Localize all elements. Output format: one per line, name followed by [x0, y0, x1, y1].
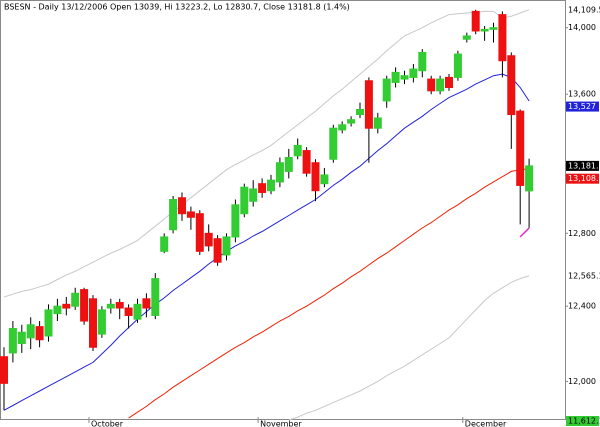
y-tick-label: 14,000 — [568, 23, 596, 32]
candle-body — [498, 14, 507, 62]
candle-body — [17, 331, 26, 345]
x-tick-label: October — [91, 420, 124, 427]
candle-body — [89, 298, 97, 348]
candle-body — [409, 68, 418, 78]
plot-frame — [0, 0, 566, 420]
candle-body — [106, 303, 115, 309]
candle-body — [525, 165, 534, 192]
candle-body — [249, 188, 258, 202]
value-box — [566, 4, 599, 15]
candle-body — [258, 183, 267, 193]
candle-body — [275, 162, 284, 183]
indicator-line — [519, 227, 530, 238]
candle-body — [400, 75, 409, 80]
indicator-line — [288, 275, 530, 421]
candle-body — [231, 204, 240, 238]
candle-body — [160, 236, 169, 252]
candle-body — [124, 307, 133, 316]
candle-body — [418, 51, 427, 72]
indicator-line — [3, 9, 530, 298]
candle-body — [195, 213, 204, 252]
candle-body — [293, 144, 302, 157]
candle-body — [240, 186, 249, 215]
candle-body — [507, 55, 516, 116]
value-box-label: 13,527 — [568, 102, 596, 111]
value-box-label: 11,612.1 — [568, 417, 600, 426]
value-box-label: 14,109.5 — [568, 5, 600, 14]
candle-body — [8, 328, 17, 354]
candle-body — [169, 199, 178, 231]
candle-body — [133, 303, 142, 320]
indicator-line — [128, 168, 530, 419]
candle-body — [62, 303, 71, 309]
x-tick-label: November — [260, 420, 302, 427]
value-box — [566, 270, 599, 281]
candle-body — [311, 162, 320, 192]
candle-body — [329, 127, 338, 160]
candle-body — [302, 150, 311, 174]
candle-body — [284, 157, 293, 172]
x-tick-label: December — [465, 420, 507, 427]
candle-body — [53, 305, 62, 315]
y-tick-label: 12,800 — [568, 229, 596, 238]
candle-body — [382, 78, 391, 102]
indicator-line — [3, 73, 530, 411]
candle-body — [373, 117, 382, 129]
candle-body — [44, 309, 53, 337]
value-box-label: 13,181.8 — [568, 161, 600, 170]
candle-body — [453, 53, 462, 78]
candle-body — [186, 211, 195, 218]
candle-body — [222, 236, 231, 256]
value-box — [566, 101, 599, 112]
candle-body — [489, 27, 498, 30]
candle-body — [356, 108, 364, 116]
candle-body — [391, 71, 400, 83]
candle-body — [35, 326, 44, 341]
y-tick-label: 12,400 — [568, 302, 596, 311]
candle-body — [347, 119, 356, 124]
candle-body — [436, 78, 445, 92]
value-box-label: 12,565.1 — [568, 271, 600, 280]
candle-body — [338, 124, 347, 131]
value-box — [566, 416, 599, 426]
candle-body — [178, 197, 186, 215]
value-box-label: 13,108.5 — [568, 174, 600, 183]
candle-body — [480, 28, 489, 32]
candle-body — [267, 179, 275, 192]
candle-body — [204, 232, 213, 247]
candle-body — [0, 356, 8, 384]
candle-body — [26, 324, 35, 339]
candle-body — [213, 238, 222, 263]
candle-body — [320, 174, 329, 185]
value-box — [566, 160, 599, 171]
candle-body — [71, 292, 80, 307]
candle-body — [462, 35, 471, 40]
y-tick-label: 13,600 — [568, 90, 596, 99]
candle-body — [445, 76, 453, 88]
candle-body — [516, 110, 525, 186]
candle-body — [80, 289, 89, 322]
candle-body — [151, 278, 160, 316]
value-box — [566, 173, 599, 184]
candle-body — [364, 80, 373, 129]
candle-body — [471, 10, 480, 32]
candle-body — [115, 301, 124, 309]
chart-title: BSESN - Daily 13/12/2006 Open 13039, Hi … — [4, 3, 350, 12]
candle-body — [97, 309, 106, 335]
candle-body — [427, 78, 436, 92]
y-tick-label: 12,000 — [568, 377, 596, 386]
candle-body — [142, 298, 151, 309]
